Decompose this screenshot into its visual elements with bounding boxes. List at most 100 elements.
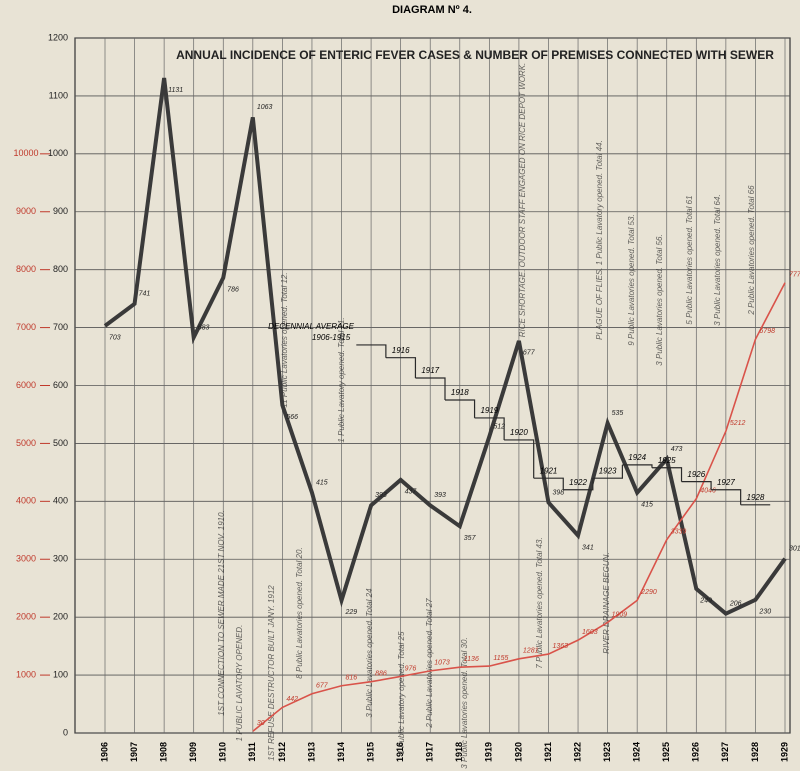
- step-label: 1925: [658, 456, 676, 465]
- chart-subtitle: ANNUAL INCIDENCE OF ENTERIC FEVER CASES …: [176, 48, 774, 62]
- data-label: 741: [139, 291, 151, 298]
- data-label: 1155: [493, 655, 508, 662]
- annotation: 8 Public Lavatories opened. Total 20.: [295, 547, 304, 678]
- annotation: 11 Public Lavatories opened. Total 12.: [280, 272, 289, 407]
- step-label: 1919: [480, 406, 498, 415]
- y-tick-label: 300: [53, 554, 68, 564]
- y-tick-label: 800: [53, 264, 68, 274]
- data-label: 1603: [582, 629, 598, 636]
- data-label: 677: [316, 683, 329, 690]
- y-tick-label: 0: [63, 727, 68, 737]
- data-label: 512: [493, 423, 505, 430]
- step-label: 1924: [628, 453, 646, 462]
- step-label: 1926: [687, 470, 705, 479]
- y-tick-label: 700: [53, 322, 68, 332]
- data-label: 976: [405, 665, 417, 672]
- x-tick-label: 1906: [99, 742, 109, 762]
- data-label: 2290: [640, 589, 657, 596]
- annotation: 7 Public Lavatories opened. Total 43.: [535, 537, 544, 668]
- y2-tick-label: 9000: [16, 206, 36, 216]
- x-tick-label: 1910: [218, 742, 228, 762]
- x-tick-label: 1922: [572, 742, 582, 762]
- x-tick-label: 1915: [365, 742, 375, 762]
- x-tick-label: 1919: [484, 742, 494, 762]
- y2-tick-label: 7000: [16, 322, 36, 332]
- y-tick-label: 1000: [48, 148, 68, 158]
- x-tick-label: 1921: [543, 742, 553, 762]
- data-label: 786: [227, 287, 239, 294]
- data-label: 566: [286, 414, 298, 421]
- annotation: 3 Public Lavatories opened. Total 56.: [655, 234, 664, 365]
- data-label: 886: [375, 671, 387, 678]
- x-tick-label: 1929: [779, 742, 789, 762]
- data-label: 437: [405, 489, 418, 496]
- annotation: RIVER DRAINAGE BEGUN.: [602, 552, 611, 653]
- y-tick-label: 1100: [49, 90, 68, 100]
- data-label: 229: [345, 609, 358, 616]
- step-label: 1906-1915: [312, 333, 351, 342]
- x-tick-label: 1924: [632, 742, 642, 762]
- data-label: 816: [346, 675, 358, 682]
- annotation: 5 Public Lavatories opened. Total 61: [685, 195, 694, 324]
- x-tick-label: 1923: [602, 742, 612, 762]
- data-label: 1063: [257, 104, 273, 111]
- x-tick-label: 1927: [720, 742, 730, 762]
- data-label: 6798: [759, 328, 775, 335]
- data-label: 4046: [700, 488, 716, 495]
- data-label: 357: [464, 535, 477, 542]
- data-label: 415: [316, 479, 328, 486]
- data-label: 677: [523, 350, 536, 357]
- y-tick-label: 200: [53, 612, 68, 622]
- data-label: 301: [789, 546, 800, 553]
- x-tick-label: 1926: [691, 742, 701, 762]
- data-label: 683: [198, 324, 210, 331]
- annotation: 9 Public Lavatories opened. Total 53.: [627, 214, 636, 345]
- y2-tick-label: 3000: [16, 554, 36, 564]
- data-label: 1909: [612, 611, 628, 618]
- y2-tick-label: 6000: [16, 380, 36, 390]
- y-tick-label: 600: [53, 380, 68, 390]
- x-tick-label: 1907: [129, 742, 139, 762]
- step-label: 1921: [540, 466, 558, 475]
- step-label: 1918: [451, 388, 469, 397]
- annotation: 1 PUBLIC LAVATORY OPENED.: [235, 625, 244, 742]
- data-label: 206: [729, 601, 742, 608]
- annotation: PLAGUE OF FLIES. 1 Public Lavatory opene…: [595, 140, 604, 340]
- annotation: 1 Public Lavatory opened. Total 21.: [337, 317, 346, 442]
- data-label: 3339: [671, 528, 687, 535]
- x-tick-label: 1908: [159, 742, 169, 762]
- data-label: 703: [109, 335, 121, 342]
- data-label: 1281: [523, 648, 539, 655]
- legend-entry: DECENNIAL AVERAGE: [268, 322, 354, 331]
- step-line: [356, 344, 771, 506]
- data-label: 5212: [730, 420, 746, 427]
- x-tick-label: 1914: [336, 742, 346, 762]
- data-label: 415: [641, 501, 653, 508]
- annotation: 2 Public Lavatories opened. Total 66: [747, 185, 756, 316]
- y-tick-label: 900: [53, 206, 68, 216]
- x-tick-label: 1918: [454, 742, 464, 762]
- y2-tick-label: 1000: [16, 669, 36, 679]
- data-label: 442: [286, 696, 298, 703]
- annotation: 1ST CONNECTION TO SEWER MADE 21ST NOV. 1…: [217, 510, 226, 716]
- annotation: RICE SHORTAGE. OUTDOOR STAFF ENGAGED ON …: [518, 63, 527, 338]
- data-label: 398: [552, 489, 564, 496]
- data-label: 249: [699, 598, 712, 605]
- data-label: 393: [375, 492, 387, 499]
- step-label: 1916: [392, 346, 410, 355]
- x-tick-label: 1925: [661, 742, 671, 762]
- annotation: 3 Public Lavatories opened. Total 64.: [713, 194, 722, 325]
- data-label: 1073: [434, 660, 450, 667]
- step-label: 1927: [717, 478, 735, 487]
- step-label: 1928: [747, 493, 765, 502]
- x-tick-label: 1916: [395, 742, 405, 762]
- data-label: 1131: [168, 87, 183, 94]
- y2-tick-label: 4000: [16, 496, 36, 506]
- x-tick-label: 1928: [750, 742, 760, 762]
- step-label: 1920: [510, 428, 528, 437]
- data-label: 473: [671, 446, 683, 453]
- data-label: 393: [434, 492, 446, 499]
- data-label: 7774: [789, 272, 800, 279]
- y2-tick-label: 10000: [13, 148, 38, 158]
